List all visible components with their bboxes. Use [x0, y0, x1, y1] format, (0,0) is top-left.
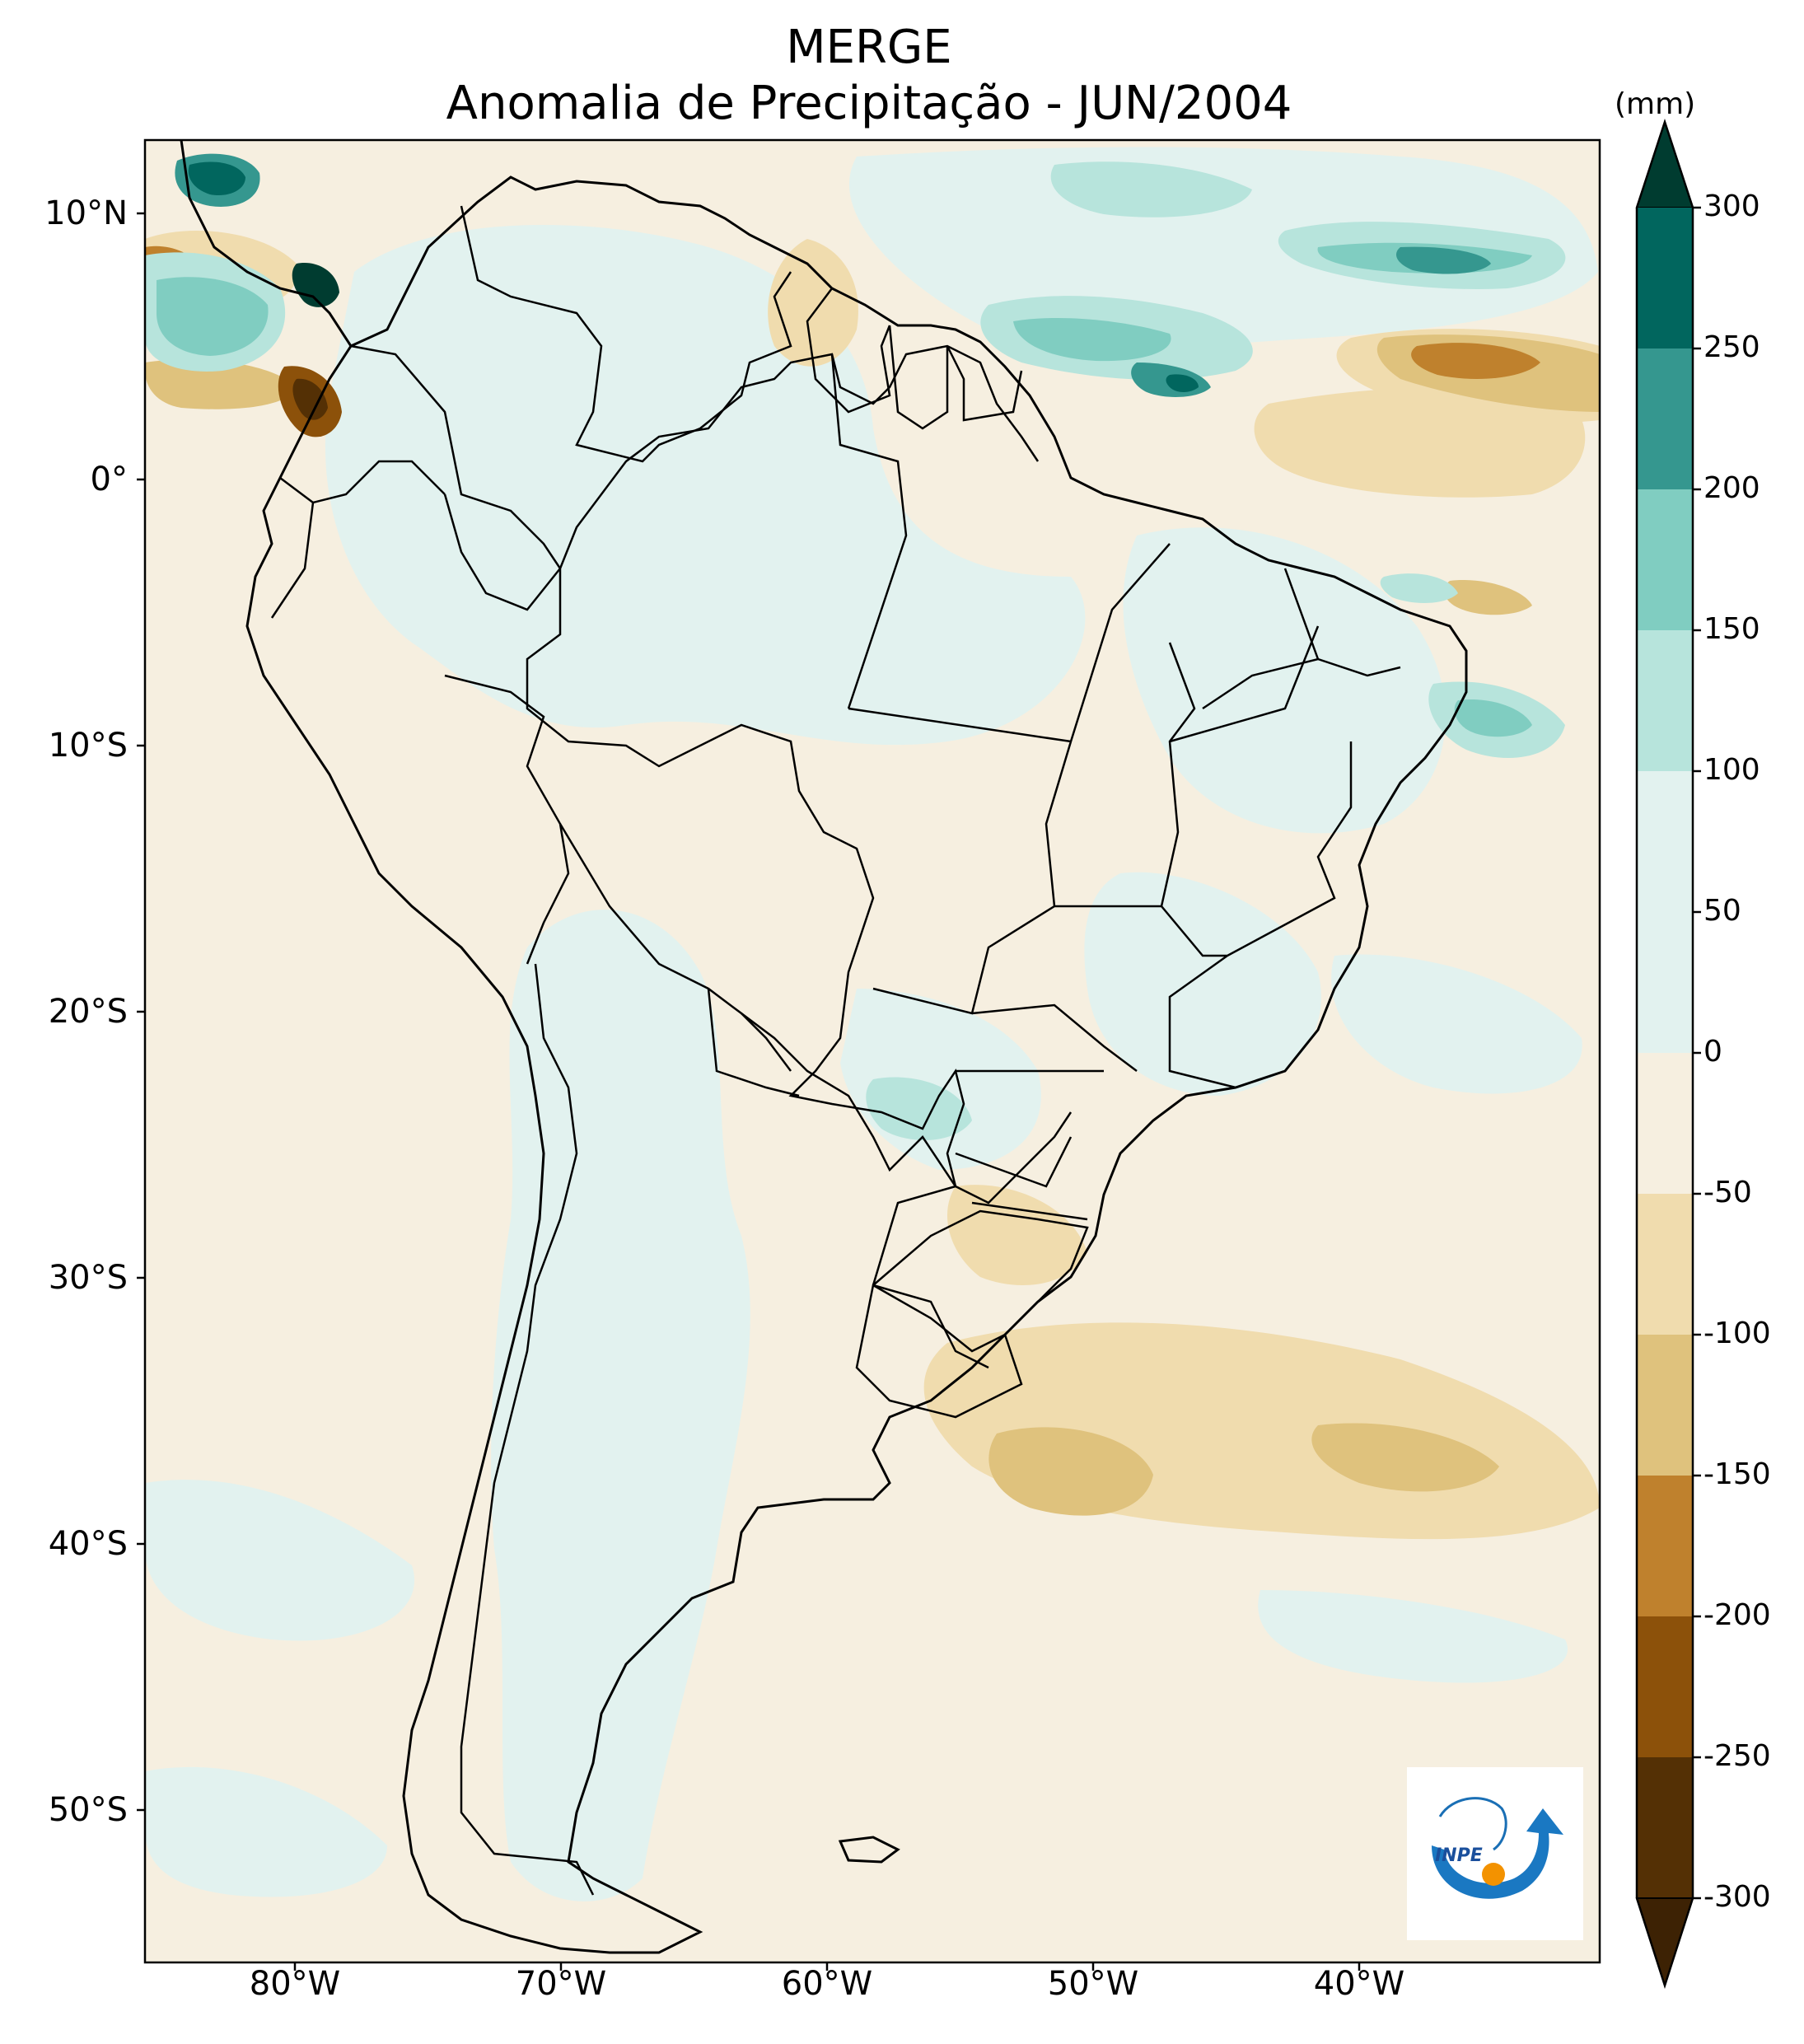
colorbar-segment: [1637, 1616, 1693, 1757]
anomaly-positive-strong: [1166, 374, 1199, 392]
inpe-logo-text: INPE: [1435, 1845, 1483, 1866]
x-tick-label: 50°W: [1047, 1965, 1139, 2003]
colorbar-label: 100: [1704, 753, 1760, 787]
colombia-border: [350, 344, 562, 611]
anomaly-positive-strong: [1396, 246, 1491, 274]
colorbar-segment: [1637, 348, 1693, 489]
colorbar: [1635, 118, 1701, 1990]
y-tick-label: 10°S: [48, 727, 128, 765]
coastlines: [180, 140, 1468, 1954]
anomaly-negative-medium: [1311, 1423, 1499, 1492]
inpe-logo: INPE: [1407, 1767, 1583, 1940]
colorbar-label: -300: [1704, 1880, 1771, 1914]
colorbar-segment: [1637, 489, 1693, 630]
anomaly-positive-medium: [1380, 573, 1458, 603]
colorbar-segment: [1637, 771, 1693, 912]
central-america-coastline: [180, 140, 353, 347]
colorbar-label: 150: [1704, 612, 1760, 646]
anomaly-positive-light: [1258, 1590, 1568, 1683]
south-america-coastline: [245, 175, 1468, 1954]
colorbar-segment: [1637, 1053, 1693, 1194]
colorbar-segment: [1637, 1335, 1693, 1476]
y-tick-label: 50°S: [48, 1791, 128, 1829]
anomaly-positive-panama: [188, 161, 245, 196]
colorbar-bottom-extend: [1635, 1897, 1694, 1989]
anomaly-positive-light: [145, 1766, 387, 1897]
map-frame: [143, 138, 1601, 1964]
colorbar-segment: [1637, 1194, 1693, 1335]
colorbar-label: -250: [1704, 1739, 1771, 1773]
guyana-border: [806, 288, 1023, 430]
colorbar-segment: [1637, 630, 1693, 771]
falklands-coastline: [838, 1836, 900, 1864]
colorbar-segment: [1637, 912, 1693, 1053]
colorbar-segment: [1637, 1757, 1693, 1898]
anomaly-positive-light: [145, 1480, 415, 1641]
y-tick-label: 40°S: [48, 1525, 128, 1563]
bolivia-border: [558, 823, 800, 1097]
colorbar-label: -50: [1704, 1176, 1752, 1209]
paraguay-border: [741, 1013, 957, 1187]
title-subtitle: Anomalia de Precipitação - JUN/2004: [446, 77, 1292, 130]
anomaly-positive-light: [1331, 954, 1582, 1094]
y-tick-label: 20°S: [48, 993, 128, 1031]
colorbar-label: 0: [1704, 1035, 1722, 1069]
anomaly-negative-strong: [292, 378, 328, 420]
brazil-border: [526, 344, 1073, 1204]
anomaly-negative-medium: [988, 1427, 1153, 1516]
brazil-state-lines: [830, 353, 1401, 1369]
x-tick-label: 70°W: [515, 1965, 607, 2003]
anomaly-positive-light: [1084, 872, 1321, 1096]
venezuela-border: [460, 205, 792, 463]
anomaly-negative-light: [947, 1185, 1087, 1285]
colorbar-label: -150: [1704, 1457, 1771, 1491]
axis-ticks: [137, 212, 1361, 1971]
country-borders: [270, 205, 1401, 1896]
anomaly-negative-light: [768, 239, 858, 367]
anomaly-positive-strong: [1454, 699, 1532, 737]
colorbar-label: 250: [1704, 330, 1760, 364]
colorbar-label: -200: [1704, 1598, 1771, 1632]
y-tick-label: 10°N: [44, 194, 128, 232]
x-tick-label: 60°W: [781, 1965, 873, 2003]
title-main: MERGE: [786, 21, 952, 74]
anomaly-positive-light: [1123, 527, 1446, 834]
ecuador-peru-border: [270, 460, 446, 619]
x-tick-label: 40°W: [1313, 1965, 1405, 2003]
colorbar-top-extend: [1635, 119, 1694, 208]
anomaly-positive-panama: [292, 263, 339, 307]
anomaly-positive-light: [491, 910, 750, 1901]
chile-argentina-border: [460, 963, 595, 1896]
colorbar-label: 200: [1704, 471, 1760, 505]
colorbar-label: 50: [1704, 894, 1741, 928]
uruguay-border: [872, 1209, 1089, 1335]
anomaly-positive-medium: [1050, 161, 1252, 217]
uruguay-border: [855, 1284, 1023, 1419]
anomaly-positive-light: [325, 224, 1086, 746]
anomaly-positive-panama: [157, 277, 269, 356]
colorbar-label: -100: [1704, 1317, 1771, 1350]
anomaly-field: [145, 147, 1600, 1901]
colorbar-segment: [1637, 1476, 1693, 1616]
colorbar-segment: [1637, 208, 1693, 348]
anomaly-negative-medium: [1444, 580, 1532, 615]
colorbar-label: 300: [1704, 189, 1760, 223]
colorbar-unit: (mm): [1615, 87, 1696, 121]
anomaly-negative-medium: [145, 359, 297, 409]
y-tick-label: 0°: [90, 461, 128, 498]
inpe-logo-icon: [1432, 1797, 1563, 1899]
y-tick-label: 30°S: [48, 1259, 128, 1297]
anomaly-positive-medium: [866, 1077, 972, 1140]
x-tick-label: 80°W: [249, 1965, 341, 2003]
anomaly-negative-strong: [1411, 343, 1540, 379]
peru-bolivia-border: [444, 674, 570, 965]
anomaly-positive-strong: [1013, 317, 1171, 362]
